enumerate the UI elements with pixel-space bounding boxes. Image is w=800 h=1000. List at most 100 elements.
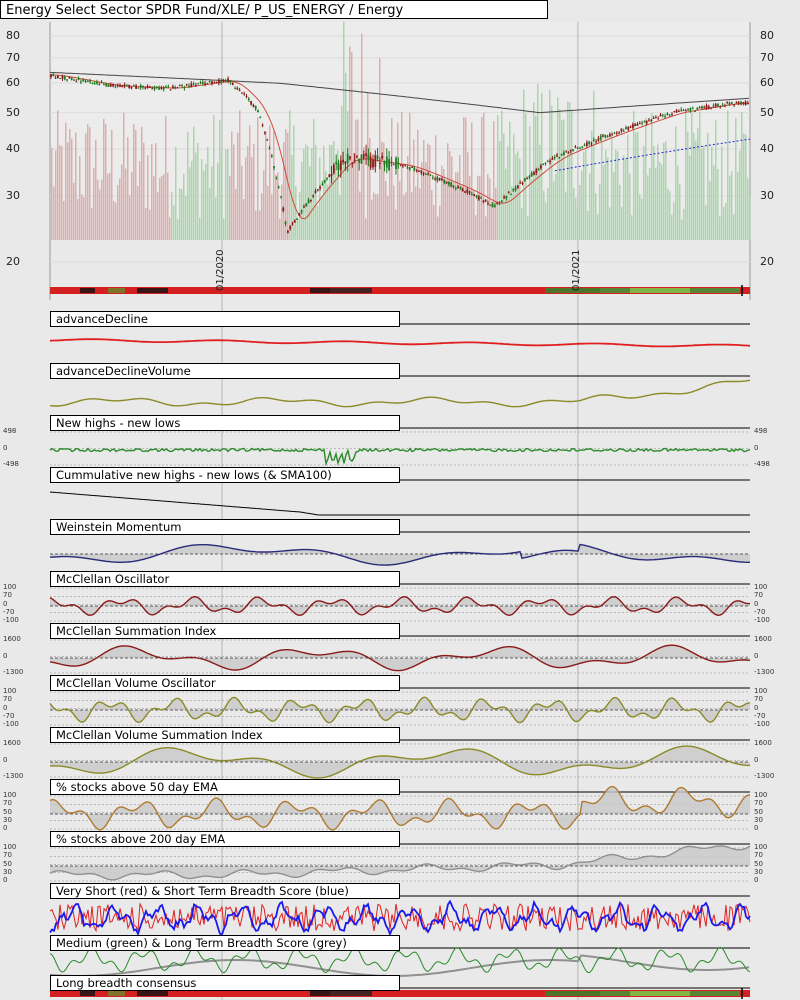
indicator-y-tick-right: 1600 [754,635,772,643]
price-x-tick: 01/2021 [570,249,582,291]
volume-bar [601,134,603,240]
volume-bar [349,46,351,240]
volume-bar [575,197,577,240]
candle-body [206,83,209,85]
indicator-y-tick-left: 70 [3,591,12,600]
volume-bar [109,172,111,240]
volume-bar [395,209,397,240]
candle-body [63,76,66,80]
chart-title: Energy Select Sector SPDR Fund/XLE/ P_US… [0,0,548,19]
volume-bar [377,194,379,240]
volume-bar [701,148,703,240]
candle-body [231,82,234,86]
volume-bar [429,144,431,240]
price-y-tick-left: 70 [6,50,20,64]
volume-bar [391,118,393,240]
candle-body [436,177,439,181]
volume-bar [451,156,453,240]
candle-body [188,85,190,87]
volume-bar [471,122,473,240]
candle-body [615,132,618,134]
candle-body [57,75,59,79]
volume-bar [435,135,437,240]
volume-bar [661,164,663,240]
candle-body [553,156,556,159]
consensus-strip-bottom-segment [310,991,330,996]
volume-bar [159,177,161,240]
indicator-title: Long breadth consensus [50,975,400,991]
volume-bar [667,188,669,240]
candle-body [333,164,335,174]
candle-body [109,84,112,87]
indicator-y-tick-left: 70 [3,799,12,808]
candle-body [521,182,524,184]
candle-body [383,160,386,165]
candle-body [643,121,646,123]
candle-body [346,153,349,164]
candle-body [374,155,377,167]
volume-bar [307,146,309,240]
candle-body [128,84,131,88]
indicator-y-tick-right: 70 [754,799,763,808]
candle-body [441,178,443,181]
indicator-title: McClellan Volume Oscillator [50,675,400,691]
volume-bar [171,192,173,240]
candle-body [270,155,273,157]
candle-body [323,180,326,183]
volume-bar [221,152,223,240]
volume-bar [235,188,237,240]
indicator-line [49,946,751,974]
candle-body [344,161,347,164]
volume-bar [565,191,567,240]
volume-bar [599,183,601,240]
volume-bar [617,151,619,240]
volume-bar [61,145,63,240]
volume-bar [233,144,235,240]
candle-body [291,223,294,225]
volume-bar [343,22,345,240]
consensus-strip-bottom-segment [137,991,168,996]
volume-bar [439,205,441,240]
indicator-y-tick-right: 0 [754,703,759,712]
volume-bar [491,201,493,240]
candle-body [744,101,747,106]
volume-bar [265,131,267,240]
candle-body [595,141,597,143]
volume-bar [671,214,673,240]
candle-body [705,105,708,110]
volume-bar [141,126,143,240]
volume-bar [401,111,403,240]
volume-bar [493,121,495,240]
volume-bar [125,168,127,240]
volume-bar [329,144,331,240]
candle-body [721,104,724,106]
volume-bar [553,181,555,240]
indicator-y-tick-right: 70 [754,851,763,860]
indicator-line [49,745,750,779]
candle-body [372,159,374,168]
volume-bar [91,207,93,240]
volume-bar [223,218,225,240]
candle-body [123,84,126,87]
volume-bar [205,163,207,240]
indicator-y-tick-left: 30 [3,867,12,876]
candle-body [583,144,586,146]
candle-body [126,85,128,87]
candle-body [119,85,121,87]
volume-bar [227,148,229,240]
candle-body [648,119,650,121]
candle-body [77,78,80,80]
volume-bar [107,173,109,240]
volume-bar [707,132,709,240]
candle-body [691,108,694,110]
volume-bar [303,148,305,240]
indicator-line [49,379,751,408]
volume-bar [339,195,341,240]
volume-bar [727,110,729,240]
volume-bar [317,205,319,240]
candle-body [247,98,250,101]
candle-body [480,197,482,199]
volume-bar [505,168,507,240]
candle-body [367,154,370,160]
candle-body [114,86,117,88]
